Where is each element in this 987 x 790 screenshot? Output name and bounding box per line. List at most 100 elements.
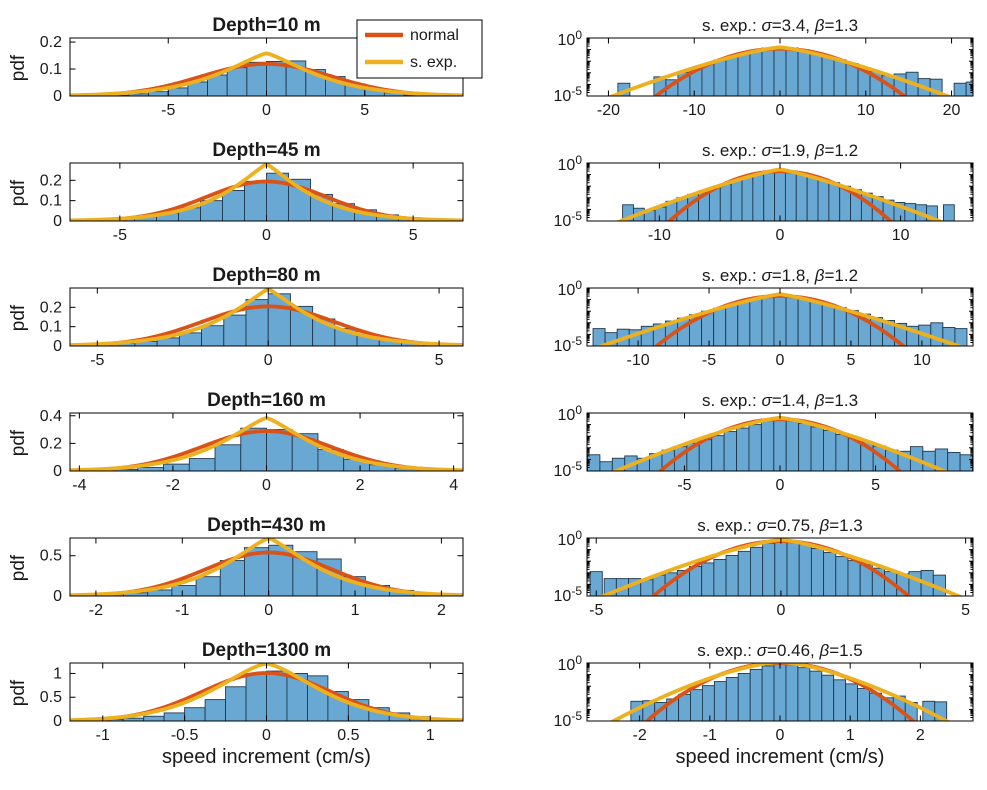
plot-area	[589, 538, 964, 596]
histogram-bar	[701, 685, 715, 721]
histogram-bar	[244, 180, 267, 221]
x-tick-label: -20	[597, 102, 620, 119]
histogram-bar	[785, 47, 799, 96]
y-axis-label: pdf	[8, 54, 29, 81]
x-tick-label: 5	[847, 352, 856, 369]
histogram-bar	[225, 686, 247, 721]
panel-title: Depth=1300 m	[202, 640, 331, 661]
x-tick-label: 2	[437, 602, 446, 619]
x-tick-label: 0	[264, 602, 273, 619]
histogram-bar	[773, 294, 787, 346]
y-tick-label: 0.5	[40, 689, 62, 706]
x-tick-label: -5	[113, 227, 127, 244]
sexp-curve	[70, 288, 463, 346]
x-tick-label: 4	[449, 477, 458, 494]
normal-curve	[644, 663, 916, 721]
panel-title: s. exp.: σ=0.75, β=1.3	[697, 516, 863, 535]
x-tick-label: 2	[356, 477, 365, 494]
x-tick-label: 1	[846, 727, 855, 744]
x-tick-label: -10	[648, 227, 671, 244]
y-tick-label: 0.5	[40, 548, 62, 565]
linear-panel-row2: -5 0 5 0 0.1 0.2 Depth=45 m pdf	[8, 140, 464, 244]
log-panel-row2: -10 0 10 100 10-5 s. exp.: σ=1.9, β=1.2	[554, 141, 974, 244]
histogram-bar	[749, 668, 763, 721]
histogram-bar	[774, 169, 786, 221]
histogram-bar	[821, 303, 835, 346]
x-tick-label: -1	[96, 727, 110, 744]
histogram-bar	[204, 699, 227, 721]
y-tick-label-bottom: 10-5	[554, 84, 583, 105]
y-tick-label-bottom: 10-5	[554, 209, 583, 230]
y-tick-label: 0.2	[40, 34, 62, 51]
histogram-bar	[798, 543, 812, 596]
x-tick-label: -10	[627, 352, 650, 369]
plot-area	[70, 663, 463, 721]
panel-title: s. exp.: σ=1.8, β=1.2	[702, 266, 858, 285]
histogram-bar	[214, 444, 242, 471]
histogram-bar	[713, 559, 727, 596]
histogram-bar	[773, 663, 787, 721]
panel-title: s. exp.: σ=0.46, β=1.5	[697, 641, 863, 660]
histogram-bar	[737, 672, 751, 721]
histogram-bar	[857, 688, 870, 721]
histogram-bar	[698, 439, 713, 471]
x-tick-label: 10	[892, 227, 910, 244]
histogram-bar	[784, 170, 797, 221]
histogram-bar	[835, 556, 849, 596]
log-panel-row4: -5 0 5 100 10-5 s. exp.: σ=1.4, β=1.3	[554, 391, 974, 494]
histogram-bar	[810, 426, 824, 471]
histogram-bar	[689, 565, 703, 596]
plot-area	[70, 288, 463, 346]
y-tick-label: 1	[53, 665, 62, 682]
histogram-bar	[806, 175, 819, 221]
x-tick-label: -4	[72, 477, 86, 494]
histogram-bar	[761, 295, 775, 346]
y-tick-label: 0.4	[40, 408, 62, 425]
y-tick-label: 0	[53, 588, 62, 605]
histogram-bar	[266, 429, 293, 471]
legend-normal-label: normal	[410, 27, 459, 44]
histogram-bar	[719, 183, 732, 221]
y-tick-label-top: 100	[558, 153, 583, 174]
y-tick-label: 0	[53, 463, 62, 480]
log-panel-row1: -20 -10 0 10 20 100 10-5 s. exp.: σ=3.4, β=1.3	[554, 16, 974, 119]
y-tick-label-top: 100	[558, 278, 583, 299]
panel-title: s. exp.: σ=1.4, β=1.3	[702, 391, 858, 410]
histogram-bar	[762, 542, 776, 596]
plot-area	[607, 45, 973, 96]
y-tick-label: 0	[53, 213, 62, 230]
x-tick-label: 2	[916, 727, 925, 744]
histogram-bar	[773, 418, 787, 471]
log-panel-row5: -5 0 5 100 10-5 s. exp.: σ=0.75, β=1.3	[554, 516, 974, 619]
histogram-bar	[774, 539, 788, 596]
histogram-bar	[749, 49, 763, 96]
y-tick-label: 0.1	[40, 319, 62, 336]
log-panel-row3: -10 -5 0 5 10 100 10-5 s. exp.: σ=1.8, β=1.2	[554, 266, 974, 369]
panel-title: Depth=160 m	[207, 390, 326, 411]
histogram-bar	[592, 328, 606, 346]
histogram-bar	[725, 554, 739, 596]
x-tick-label: -2	[166, 477, 180, 494]
x-tick-label: 0	[264, 352, 273, 369]
histogram-bar	[748, 424, 762, 471]
histogram-bar	[599, 461, 613, 471]
x-tick-label: 0	[776, 727, 785, 744]
histogram-bar	[761, 47, 775, 96]
x-tick-label: -1	[175, 602, 189, 619]
histogram-bar	[163, 463, 190, 471]
histogram-bar	[730, 179, 743, 221]
y-tick-label-bottom: 10-5	[554, 584, 583, 605]
panel-title: Depth=430 m	[207, 515, 326, 536]
linear-panel-row6: -1 -0.5 0 0.5 1 0 0.5 1 Depth=1300 m pdf	[8, 640, 464, 744]
x-tick-label: 0	[262, 227, 271, 244]
histogram-bar	[266, 670, 288, 721]
histogram-bar	[752, 174, 765, 221]
x-axis-label-left: speed increment (cm/s)	[162, 746, 371, 768]
histogram-bar	[188, 458, 216, 471]
y-axis-label: pdf	[8, 179, 29, 206]
y-tick-label: 0	[53, 88, 62, 105]
histogram-bar	[847, 560, 861, 596]
axis-box	[69, 537, 464, 597]
histogram-bar	[833, 679, 847, 721]
x-tick-label: 0	[776, 602, 785, 619]
